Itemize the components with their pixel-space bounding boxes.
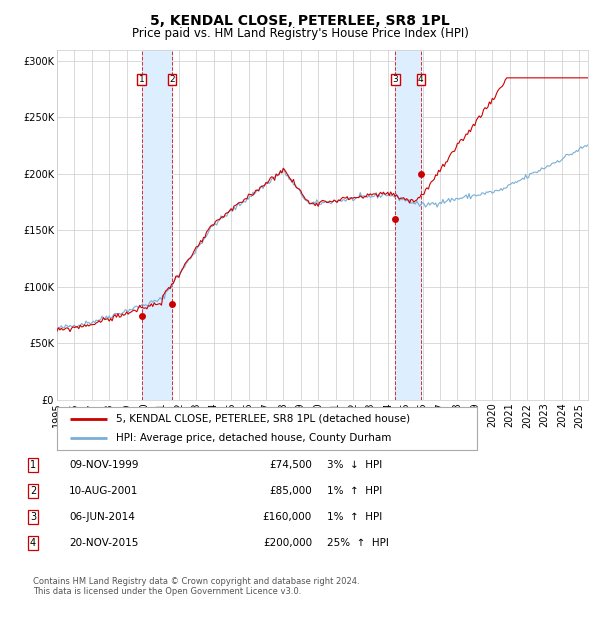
Text: 4: 4 bbox=[30, 538, 36, 548]
Text: 25%  ↑  HPI: 25% ↑ HPI bbox=[327, 538, 389, 548]
Text: 09-NOV-1999: 09-NOV-1999 bbox=[69, 460, 139, 470]
Text: £74,500: £74,500 bbox=[269, 460, 312, 470]
Text: Price paid vs. HM Land Registry's House Price Index (HPI): Price paid vs. HM Land Registry's House … bbox=[131, 27, 469, 40]
Text: 10-AUG-2001: 10-AUG-2001 bbox=[69, 486, 139, 496]
Text: 20-NOV-2015: 20-NOV-2015 bbox=[69, 538, 139, 548]
Text: This data is licensed under the Open Government Licence v3.0.: This data is licensed under the Open Gov… bbox=[33, 587, 301, 596]
Text: 3: 3 bbox=[392, 75, 398, 84]
Text: 3%  ↓  HPI: 3% ↓ HPI bbox=[327, 460, 382, 470]
Text: £85,000: £85,000 bbox=[269, 486, 312, 496]
Text: 06-JUN-2014: 06-JUN-2014 bbox=[69, 512, 135, 522]
Text: 4: 4 bbox=[418, 75, 424, 84]
Text: 3: 3 bbox=[30, 512, 36, 522]
Text: 2: 2 bbox=[30, 486, 36, 496]
Bar bbox=[395, 50, 421, 400]
Text: 1%  ↑  HPI: 1% ↑ HPI bbox=[327, 486, 382, 496]
Text: 1%  ↑  HPI: 1% ↑ HPI bbox=[327, 512, 382, 522]
Bar bbox=[142, 50, 172, 400]
Text: 2: 2 bbox=[169, 75, 175, 84]
Text: HPI: Average price, detached house, County Durham: HPI: Average price, detached house, Coun… bbox=[116, 433, 391, 443]
Text: 1: 1 bbox=[139, 75, 145, 84]
Text: 5, KENDAL CLOSE, PETERLEE, SR8 1PL (detached house): 5, KENDAL CLOSE, PETERLEE, SR8 1PL (deta… bbox=[116, 414, 410, 423]
Text: Contains HM Land Registry data © Crown copyright and database right 2024.: Contains HM Land Registry data © Crown c… bbox=[33, 577, 359, 586]
Text: 1: 1 bbox=[30, 460, 36, 470]
Text: 5, KENDAL CLOSE, PETERLEE, SR8 1PL: 5, KENDAL CLOSE, PETERLEE, SR8 1PL bbox=[150, 14, 450, 28]
Text: £200,000: £200,000 bbox=[263, 538, 312, 548]
Text: £160,000: £160,000 bbox=[263, 512, 312, 522]
